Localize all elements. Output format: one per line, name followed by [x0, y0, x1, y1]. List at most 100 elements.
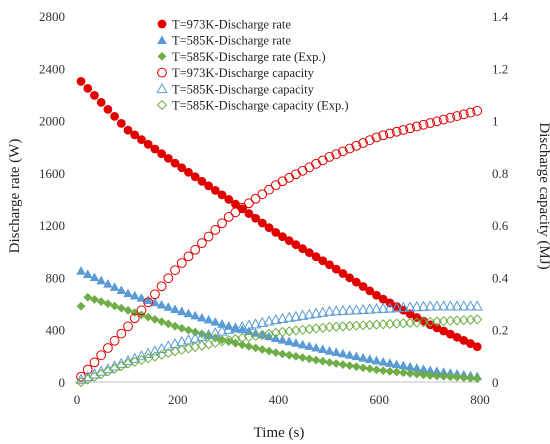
- data-point: [243, 319, 255, 330]
- data-point: [458, 109, 469, 120]
- data-point: [378, 294, 388, 304]
- data-point: [405, 123, 415, 134]
- y-left-tick-labels: 0 400 800 1200 1600 2000 2400 2800: [39, 9, 65, 390]
- data-point: [378, 357, 389, 366]
- data-point: [437, 300, 450, 311]
- data-point: [96, 350, 107, 361]
- data-point: [163, 319, 173, 329]
- data-point: [157, 317, 167, 327]
- data-point: [196, 238, 207, 249]
- data-point: [210, 317, 221, 326]
- data-point: [271, 227, 281, 237]
- x-tick-label: 200: [168, 392, 188, 407]
- data-point: [271, 348, 281, 358]
- data-point: [204, 181, 214, 191]
- x-tick-label: 0: [74, 392, 81, 407]
- data-point: [284, 350, 294, 360]
- y-left-tick-label: 2800: [39, 9, 65, 24]
- data-point: [230, 207, 241, 218]
- data-point: [202, 328, 215, 340]
- data-point: [250, 193, 261, 204]
- data-point: [223, 211, 234, 222]
- data-point: [236, 320, 248, 332]
- data-point: [249, 318, 262, 329]
- data-point: [116, 119, 126, 128]
- data-point: [398, 368, 408, 378]
- data-point: [76, 76, 86, 86]
- y-left-tick-label: 400: [46, 323, 66, 338]
- data-point: [190, 244, 201, 255]
- data-point: [331, 359, 341, 368]
- data-point: [156, 299, 167, 309]
- data-point: [90, 90, 99, 100]
- data-point: [384, 302, 396, 313]
- y-right-tick-label: 1.4: [492, 9, 509, 24]
- data-point: [291, 240, 301, 250]
- data-point: [472, 314, 483, 325]
- data-point: [170, 265, 180, 276]
- data-point: [96, 275, 106, 285]
- y-left-tick-label: 2400: [39, 61, 65, 76]
- data-point: [317, 344, 328, 354]
- data-point: [318, 256, 328, 266]
- data-point: [345, 273, 355, 283]
- data-point: [130, 130, 140, 140]
- data-point: [176, 258, 187, 268]
- data-point: [109, 335, 120, 346]
- data-point: [150, 144, 160, 154]
- data-point: [445, 372, 455, 382]
- data-point: [184, 167, 193, 177]
- data-point: [330, 305, 342, 316]
- data-point: [264, 223, 274, 233]
- data-point: [244, 341, 254, 351]
- data-point: [311, 342, 321, 352]
- data-point: [283, 311, 295, 322]
- data-point: [337, 304, 349, 316]
- data-point: [357, 303, 369, 314]
- data-point: [170, 304, 180, 314]
- data-point: [89, 272, 100, 282]
- data-point: [472, 105, 483, 116]
- data-point: [197, 312, 207, 322]
- data-point: [96, 297, 106, 307]
- data-point: [424, 300, 436, 311]
- data-point: [290, 310, 302, 321]
- data-point: [264, 184, 274, 195]
- legend-item: T=585K-Discharge capacity: [156, 82, 315, 96]
- data-point: [304, 248, 314, 258]
- data-point: [303, 308, 315, 319]
- series-0: [76, 76, 482, 352]
- data-point: [351, 140, 362, 151]
- data-point: [318, 356, 328, 366]
- legend-label: T=973K-Discharge rate: [172, 18, 291, 32]
- data-point: [297, 165, 308, 176]
- data-point: [317, 155, 328, 166]
- data-point: [425, 365, 436, 375]
- data-point: [217, 218, 227, 229]
- data-point: [137, 135, 146, 144]
- data-point: [466, 373, 475, 383]
- data-point: [439, 326, 449, 336]
- data-point: [96, 97, 106, 107]
- legend-item: T=973K-Discharge capacity: [157, 66, 315, 80]
- data-point: [444, 300, 457, 311]
- y-right-tick-label: 1: [492, 114, 499, 129]
- data-point: [358, 282, 368, 291]
- data-point: [324, 345, 335, 355]
- y-left-tick-label: 2000: [39, 114, 65, 129]
- data-point: [251, 213, 261, 223]
- data-point: [123, 125, 133, 135]
- data-point: [350, 304, 362, 315]
- data-point: [432, 366, 442, 376]
- data-point: [123, 305, 133, 315]
- data-point: [216, 325, 228, 336]
- data-point: [411, 121, 422, 132]
- x-tick-label: 800: [470, 392, 490, 407]
- data-point: [116, 328, 127, 339]
- data-point: [190, 172, 200, 182]
- data-point: [418, 119, 429, 130]
- legend-marker: [156, 82, 168, 94]
- data-point: [156, 281, 167, 292]
- data-point: [123, 321, 133, 332]
